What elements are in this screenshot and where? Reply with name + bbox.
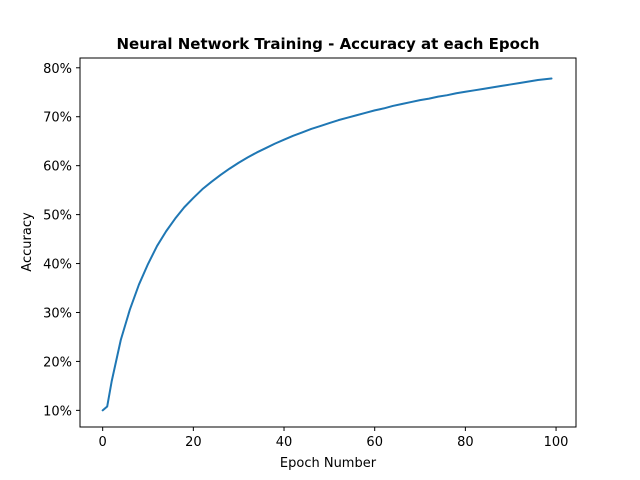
y-axis-label: Accuracy (20, 212, 35, 272)
y-tick-label: 60% (43, 160, 72, 175)
y-tick-label: 50% (43, 209, 72, 224)
x-tick-label: 20 (185, 435, 202, 450)
y-tick-label: 80% (43, 62, 72, 77)
chart-title: Neural Network Training - Accuracy at ea… (116, 35, 539, 53)
y-tick-label: 10% (43, 404, 72, 419)
x-tick-label: 100 (544, 435, 569, 450)
x-tick-label: 0 (99, 435, 107, 450)
x-axis: 0 20 40 60 80 100 (99, 427, 569, 450)
accuracy-series-line (101, 77, 553, 412)
x-tick-label: 40 (276, 435, 293, 450)
axes-frame (79, 57, 577, 428)
x-tick-label: 80 (457, 435, 474, 450)
y-tick-label: 40% (43, 258, 72, 273)
y-axis: 10% 20% 30% 40% 50% 60% 70% 80% (43, 62, 80, 419)
plot-area (101, 77, 553, 412)
y-tick-label: 20% (43, 355, 72, 370)
y-tick-label: 70% (43, 111, 72, 126)
x-axis-label: Epoch Number (280, 456, 377, 471)
x-tick-label: 60 (366, 435, 383, 450)
y-tick-label: 30% (43, 306, 72, 321)
